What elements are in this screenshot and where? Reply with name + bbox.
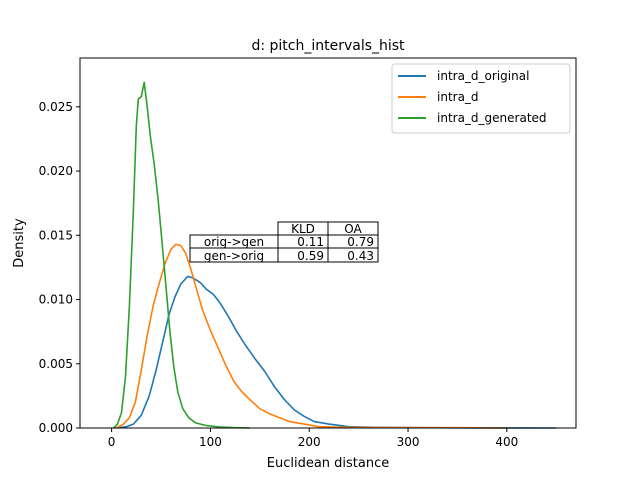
y-axis: 0.000 0.005 0.010 0.015 0.020 0.025 bbox=[39, 100, 80, 435]
x-tick-label: 400 bbox=[495, 435, 518, 449]
y-tick-label: 0.000 bbox=[39, 421, 73, 435]
series-line-intra_d bbox=[116, 243, 507, 429]
table-row-label: orig->gen bbox=[204, 235, 264, 249]
legend-label: intra_d_generated bbox=[437, 111, 547, 125]
y-tick-label: 0.015 bbox=[39, 228, 73, 242]
table-col-header: OA bbox=[344, 222, 362, 236]
legend-label: intra_d bbox=[437, 90, 479, 104]
y-tick-label: 0.025 bbox=[39, 100, 73, 114]
table-cell bbox=[327, 247, 379, 263]
table-value: 0.11 bbox=[297, 235, 324, 249]
y-tick-label: 0.005 bbox=[39, 357, 73, 371]
x-axis: 0 100 200 300 400 bbox=[108, 428, 518, 449]
table-value: 0.79 bbox=[347, 235, 374, 249]
chart-title: d: pitch_intervals_hist bbox=[251, 38, 405, 54]
y-tick-label: 0.020 bbox=[39, 164, 73, 178]
series-line-intra_d_generated bbox=[113, 81, 250, 429]
table-col-header: KLD bbox=[291, 222, 315, 236]
legend-label: intra_d_original bbox=[437, 69, 529, 83]
legend-box bbox=[391, 63, 571, 134]
table-row-label: gen->orig bbox=[204, 249, 264, 263]
table-value: 0.43 bbox=[347, 249, 374, 263]
axes-frame bbox=[79, 57, 577, 429]
x-axis-label: Euclidean distance bbox=[267, 456, 390, 471]
series-line-intra_d_original bbox=[116, 275, 557, 429]
x-tick-label: 200 bbox=[298, 435, 321, 449]
plot-area bbox=[113, 81, 557, 429]
y-axis-label: Density bbox=[12, 218, 27, 268]
x-tick-label: 100 bbox=[199, 435, 222, 449]
legend: intra_d_original intra_d intra_d_generated bbox=[391, 63, 571, 134]
table-value: 0.59 bbox=[297, 249, 324, 263]
y-tick-label: 0.010 bbox=[39, 293, 73, 307]
inset-table: KLD OA orig->gen 0.11 0.79 gen->orig 0.59 0.43 bbox=[189, 221, 379, 263]
x-tick-label: 0 bbox=[108, 435, 116, 449]
x-tick-label: 300 bbox=[397, 435, 420, 449]
